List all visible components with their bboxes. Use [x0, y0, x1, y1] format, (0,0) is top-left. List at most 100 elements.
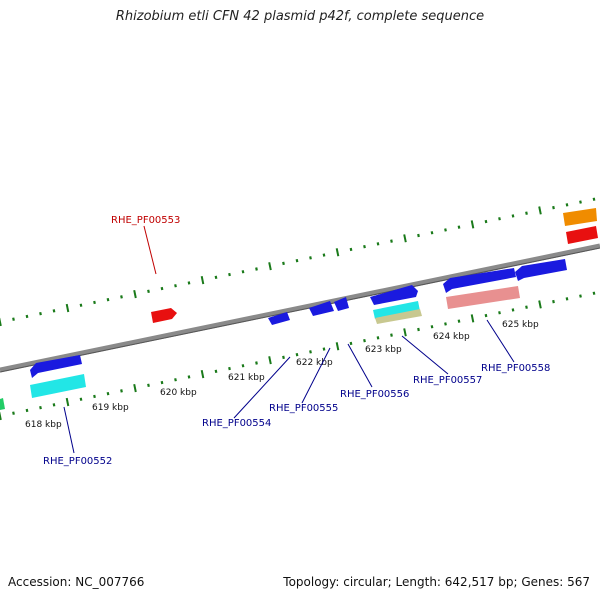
minor-tick: [295, 352, 299, 357]
cds-box-tan[interactable]: [375, 309, 422, 324]
minor-tick: [349, 247, 353, 252]
gene-box-orange[interactable]: [563, 208, 597, 226]
minor-tick: [376, 336, 380, 340]
cds-box[interactable]: [373, 301, 420, 319]
minor-tick: [498, 217, 501, 221]
minor-tick: [93, 394, 96, 399]
minor-tick: [106, 297, 110, 302]
gene-label-RHE_PF00552[interactable]: RHE_PF00552: [43, 456, 112, 467]
gene-label-RHE_PF00553[interactable]: RHE_PF00553: [111, 215, 180, 226]
gene-arrow-reverse[interactable]: [309, 301, 334, 316]
minor-tick: [525, 211, 528, 215]
minor-tick: [160, 380, 164, 385]
major-tick: [133, 383, 137, 393]
minor-tick: [106, 391, 110, 396]
minor-tick: [12, 411, 15, 415]
minor-tick: [25, 314, 29, 319]
map-title: Rhizobium etli CFN 42 plasmid p42f, comp…: [115, 9, 485, 24]
minor-tick: [147, 383, 150, 388]
minor-tick: [457, 319, 461, 323]
feature-edge-green[interactable]: [0, 398, 5, 410]
minor-tick: [390, 333, 393, 337]
rna-feature[interactable]: [566, 226, 598, 244]
gene-label-RHE_PF00556[interactable]: RHE_PF00556: [340, 389, 409, 400]
lower-tick-track: [0, 291, 596, 421]
minor-tick: [214, 369, 218, 374]
minor-tick: [592, 291, 596, 295]
minor-tick: [25, 408, 29, 413]
minor-tick: [160, 286, 164, 291]
major-tick: [268, 262, 272, 271]
scale-label: 622 kbp: [296, 358, 333, 368]
minor-tick: [525, 305, 528, 309]
sequence-backbone: [0, 243, 600, 373]
gene-arrow-reverse[interactable]: [334, 297, 349, 311]
gene-label-RHE_PF00557[interactable]: RHE_PF00557: [413, 375, 482, 386]
minor-tick: [309, 350, 312, 354]
gene-arrow-reverse[interactable]: [30, 355, 82, 378]
minor-tick: [579, 200, 582, 204]
minor-tick: [457, 225, 461, 229]
gene-arrow-reverse[interactable]: [370, 285, 418, 305]
minor-tick: [228, 366, 231, 371]
accession-text: Accession: NC_007766: [8, 575, 145, 589]
minor-tick: [484, 219, 488, 224]
major-tick: [335, 342, 340, 351]
major-tick: [0, 317, 2, 327]
major-tick: [403, 234, 407, 243]
gene-label-RHE_PF00554[interactable]: RHE_PF00554: [202, 418, 271, 429]
minor-tick: [579, 294, 582, 298]
minor-tick: [363, 338, 366, 343]
minor-tick: [430, 325, 434, 329]
rna-feature[interactable]: [151, 308, 177, 323]
gene-arrow-reverse[interactable]: [268, 312, 290, 325]
minor-tick: [187, 375, 191, 379]
label-leaders: [63, 225, 515, 454]
major-tick: [470, 314, 475, 323]
gene-labels: RHE_PF00552 RHE_PF00553 RHE_PF00554 RHE_…: [43, 215, 550, 467]
minor-tick: [322, 347, 326, 351]
scale-labels: 618 kbp 619 kbp 620 kbp 621 kbp 622 kbp …: [25, 320, 539, 430]
minor-tick: [241, 270, 245, 274]
gene-label-RHE_PF00558[interactable]: RHE_PF00558: [481, 363, 550, 374]
gene-arrow-reverse[interactable]: [515, 259, 567, 281]
upper-tick-track: [0, 197, 596, 327]
scale-label: 621 kbp: [228, 373, 265, 383]
cds-box[interactable]: [30, 374, 86, 398]
scale-label: 619 kbp: [92, 403, 129, 413]
minor-tick: [282, 261, 285, 266]
minor-tick: [309, 256, 312, 260]
sequence-backbone-shadow: [0, 247, 600, 373]
minor-tick: [484, 313, 488, 318]
scale-label: 618 kbp: [25, 420, 62, 430]
scale-label: 625 kbp: [502, 320, 539, 330]
minor-tick: [187, 281, 191, 285]
major-tick: [65, 303, 70, 313]
minor-tick: [79, 303, 83, 307]
minor-tick: [255, 267, 258, 271]
minor-tick: [511, 214, 515, 218]
scale-label: 624 kbp: [433, 332, 470, 342]
minor-tick: [255, 361, 258, 365]
minor-tick: [552, 299, 555, 304]
minor-tick: [241, 364, 245, 368]
minor-tick: [430, 231, 434, 235]
gene-features: [0, 208, 598, 410]
minor-tick: [52, 403, 56, 407]
minor-tick: [417, 327, 420, 332]
major-tick: [0, 411, 2, 421]
minor-tick: [417, 233, 420, 238]
gene-arrow-reverse[interactable]: [443, 268, 516, 293]
cds-box-pink[interactable]: [446, 286, 520, 309]
minor-tick: [444, 228, 447, 232]
minor-tick: [214, 275, 218, 280]
major-tick: [200, 276, 205, 285]
gene-label-RHE_PF00555[interactable]: RHE_PF00555: [269, 403, 338, 414]
minor-tick: [565, 297, 569, 301]
minor-tick: [322, 253, 326, 257]
minor-tick: [363, 244, 366, 249]
minor-tick: [565, 203, 569, 207]
minor-tick: [592, 197, 596, 201]
scale-label: 620 kbp: [160, 388, 197, 398]
